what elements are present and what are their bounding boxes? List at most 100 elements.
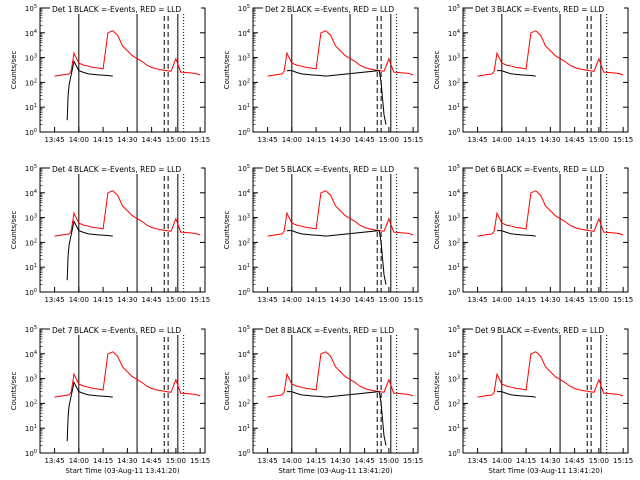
- x-tick-label: 14:00: [282, 136, 302, 144]
- panel-title-detector: Det 4: [52, 165, 73, 174]
- y-tick-label: 105: [448, 164, 460, 173]
- y-tick-exponent: 2: [247, 78, 250, 84]
- y-tick-label: 103: [25, 54, 37, 63]
- series-black-line: [66, 219, 113, 281]
- y-tick-label: 100: [448, 288, 460, 297]
- panel-title-detector: Det 1: [52, 5, 73, 14]
- x-tick-label: 15:00: [166, 457, 186, 465]
- y-tick-label: 101: [238, 424, 250, 433]
- panel-title: Det 4 BLACK =-Events, RED = LLD: [50, 165, 201, 174]
- series-black-line: [287, 230, 387, 285]
- y-axis-label: Counts/sec: [433, 51, 441, 90]
- y-tick-label: 102: [448, 78, 460, 87]
- panel-title-background: [50, 5, 201, 14]
- y-tick-label: 103: [448, 214, 460, 223]
- x-tick-label: 15:00: [379, 296, 399, 304]
- y-tick-exponent: 5: [457, 325, 460, 331]
- y-tick-exponent: 2: [247, 399, 250, 405]
- x-tick-label: 14:00: [492, 457, 512, 465]
- x-tick-label: 14:30: [117, 296, 137, 304]
- x-axis-label: Start Time (03-Aug-11 13:41:20): [278, 467, 392, 475]
- panel-title-background: [473, 326, 624, 335]
- y-tick-label: 105: [448, 4, 460, 13]
- y-tick-exponent: 3: [247, 375, 250, 381]
- series-red-line: [267, 190, 414, 237]
- y-axis-label: Counts/sec: [10, 211, 18, 250]
- y-tick-label: 102: [448, 399, 460, 408]
- panel-title-legend: BLACK =-Events, RED = LLD: [287, 5, 394, 14]
- y-tick-exponent: 3: [247, 54, 250, 60]
- x-tick-label: 14:30: [540, 457, 560, 465]
- y-tick-label: 103: [448, 375, 460, 384]
- x-tick-label: 15:00: [589, 136, 609, 144]
- x-tick-label: 14:15: [93, 457, 113, 465]
- panel-title-legend: BLACK =-Events, RED = LLD: [497, 5, 604, 14]
- y-axis-label: Counts/sec: [223, 211, 231, 250]
- y-tick-label: 103: [238, 375, 250, 384]
- y-tick-label: 105: [238, 4, 250, 13]
- x-tick-label: 13:45: [44, 296, 64, 304]
- x-tick-label: 14:45: [142, 136, 162, 144]
- y-tick-label: 104: [25, 29, 37, 38]
- series-red-line: [477, 190, 624, 237]
- x-tick-label: 14:15: [516, 136, 536, 144]
- y-tick-exponent: 1: [457, 103, 460, 109]
- y-tick-label: 105: [25, 164, 37, 173]
- series-red-line: [267, 30, 414, 77]
- panel-title-detector: Det 7: [52, 326, 73, 335]
- y-tick-exponent: 2: [34, 238, 37, 244]
- y-tick-label: 104: [238, 350, 250, 359]
- y-tick-label: 101: [448, 263, 460, 272]
- y-tick-label: 101: [448, 103, 460, 112]
- x-tick-label: 14:45: [565, 296, 585, 304]
- panel-title-background: [50, 165, 201, 174]
- y-axis-label: Counts/sec: [433, 211, 441, 250]
- y-tick-label: 100: [238, 288, 250, 297]
- panel-title-legend: BLACK =-Events, RED = LLD: [74, 326, 181, 335]
- x-tick-label: 14:45: [565, 136, 585, 144]
- x-tick-label: 14:15: [516, 296, 536, 304]
- y-tick-exponent: 1: [247, 103, 250, 109]
- y-tick-exponent: 2: [34, 78, 37, 84]
- y-tick-label: 101: [448, 424, 460, 433]
- x-tick-label: 14:00: [492, 136, 512, 144]
- panel-title-background: [263, 5, 414, 14]
- y-tick-exponent: 0: [34, 449, 37, 455]
- y-tick-label: 100: [25, 288, 37, 297]
- x-tick-label: 14:00: [69, 136, 89, 144]
- y-axis-label: Counts/sec: [223, 372, 231, 411]
- panel-title-detector: Det 2: [265, 5, 286, 14]
- y-tick-exponent: 2: [247, 238, 250, 244]
- x-tick-label: 15:00: [166, 296, 186, 304]
- y-tick-exponent: 4: [457, 29, 460, 35]
- series-black-line: [66, 380, 113, 442]
- x-tick-label: 13:45: [257, 457, 277, 465]
- x-tick-label: 14:15: [516, 457, 536, 465]
- x-tick-label: 14:45: [142, 296, 162, 304]
- y-tick-label: 104: [25, 350, 37, 359]
- y-tick-exponent: 3: [34, 375, 37, 381]
- y-tick-exponent: 2: [457, 78, 460, 84]
- y-tick-exponent: 3: [457, 375, 460, 381]
- y-tick-exponent: 3: [457, 54, 460, 60]
- x-tick-label: 14:45: [355, 136, 375, 144]
- y-tick-exponent: 4: [247, 350, 250, 356]
- y-tick-label: 103: [25, 214, 37, 223]
- x-tick-label: 15:15: [403, 296, 423, 304]
- x-tick-label: 14:15: [306, 457, 326, 465]
- y-tick-exponent: 5: [34, 4, 37, 10]
- y-tick-label: 103: [25, 375, 37, 384]
- y-tick-exponent: 0: [457, 128, 460, 134]
- y-tick-exponent: 1: [34, 263, 37, 269]
- y-tick-label: 104: [448, 189, 460, 198]
- panel-title-background: [473, 165, 624, 174]
- panel-title-legend: BLACK =-Events, RED = LLD: [74, 165, 181, 174]
- panel-title-background: [263, 165, 414, 174]
- y-tick-label: 105: [238, 325, 250, 334]
- y-tick-exponent: 1: [34, 103, 37, 109]
- y-axis-label: Counts/sec: [10, 372, 18, 411]
- x-tick-label: 15:15: [613, 136, 633, 144]
